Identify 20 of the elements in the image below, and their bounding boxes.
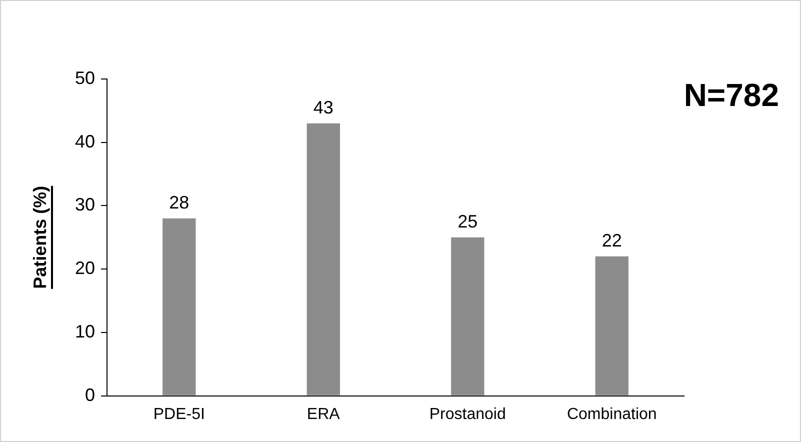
data-label: 22: [602, 230, 622, 250]
bar: [306, 123, 340, 396]
x-tick-label: Combination: [566, 406, 657, 423]
bar: [595, 256, 628, 396]
y-axis-title: Patients (%): [30, 186, 50, 289]
y-tick-label: 0: [85, 384, 96, 405]
bar: [451, 237, 484, 396]
x-tick-label: Prostanoid: [429, 406, 506, 423]
data-label: 43: [313, 97, 334, 118]
y-tick-label: 20: [74, 258, 96, 278]
x-tick-label: ERA: [306, 406, 340, 423]
y-tick-label: 10: [74, 321, 96, 342]
data-label: 25: [458, 211, 478, 232]
x-tick-label: PDE-5I: [153, 406, 205, 423]
bar: [162, 218, 196, 396]
y-tick-label: 50: [74, 68, 96, 88]
y-tick-label: 40: [74, 131, 96, 152]
annotation: N=782: [684, 76, 779, 113]
data-label: 28: [169, 192, 190, 212]
y-tick-label: 30: [74, 194, 96, 215]
